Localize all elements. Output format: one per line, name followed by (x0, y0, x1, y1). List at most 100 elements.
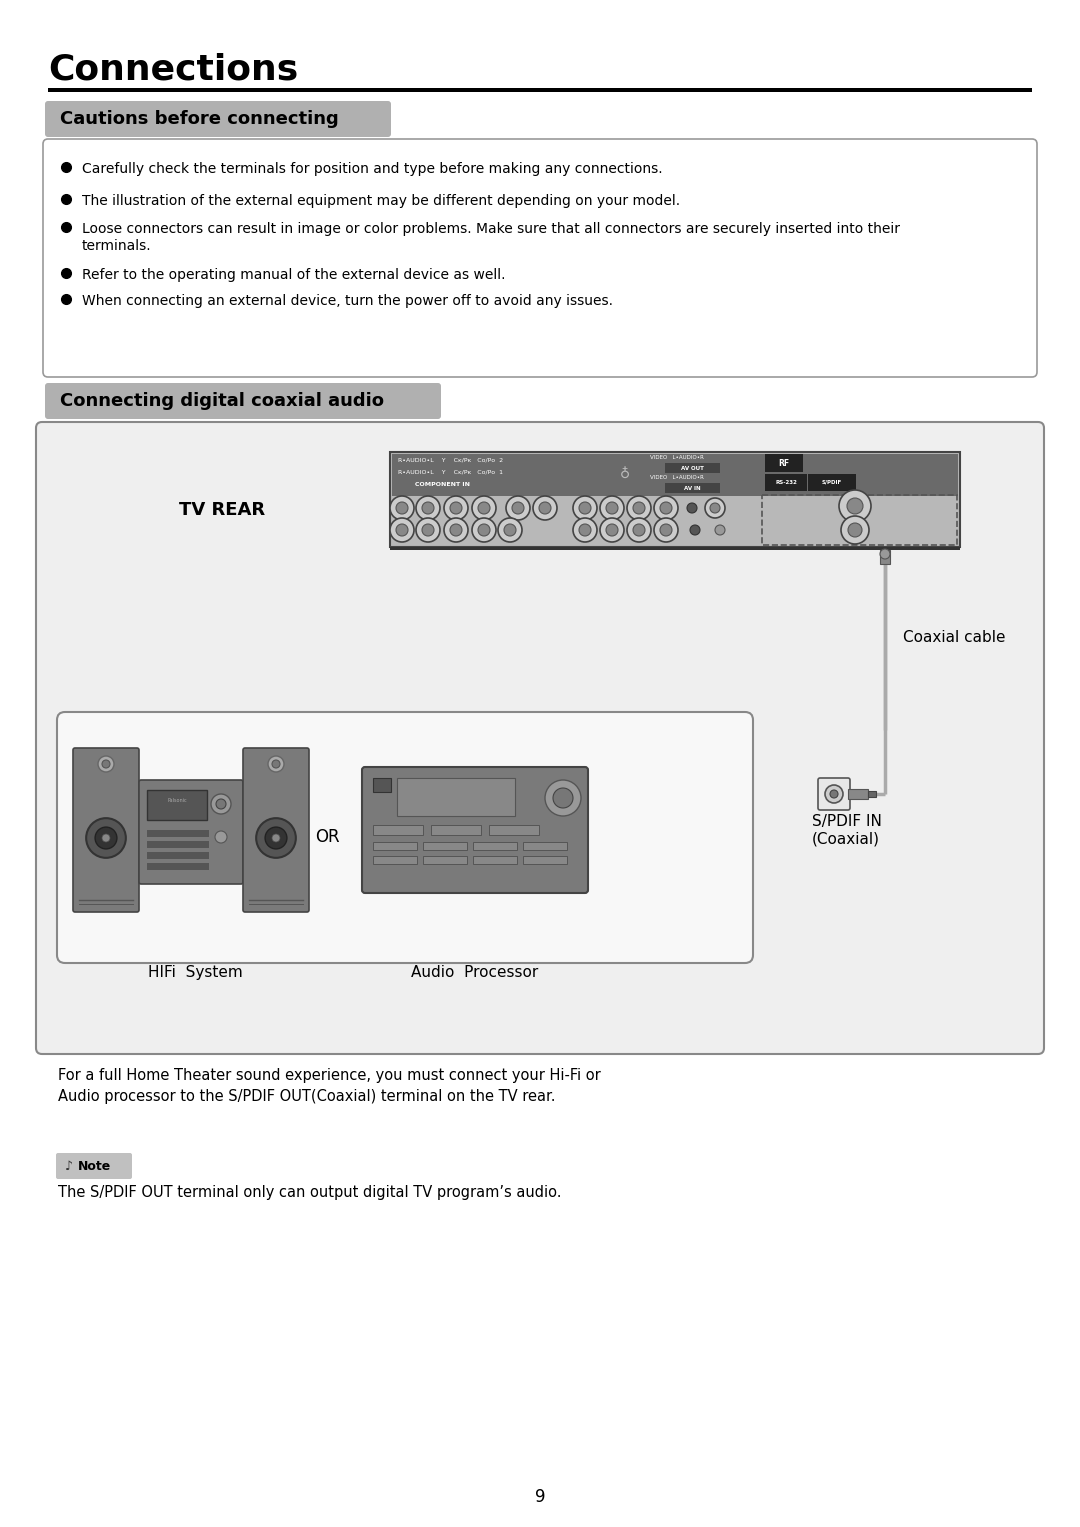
Text: OR: OR (314, 829, 339, 846)
Circle shape (848, 524, 862, 538)
Text: Connections: Connections (48, 52, 298, 86)
Circle shape (880, 550, 890, 559)
Circle shape (422, 502, 434, 515)
Bar (765, 473, 807, 492)
Circle shape (633, 502, 645, 515)
Bar (397, 777, 515, 815)
FancyBboxPatch shape (43, 139, 1037, 377)
Text: ♁: ♁ (620, 467, 630, 481)
Text: The S/PDIF OUT terminal only can output digital TV program’s audio.: The S/PDIF OUT terminal only can output … (58, 1185, 562, 1200)
Text: S/PDIF: S/PDIF (822, 479, 842, 484)
Circle shape (472, 496, 496, 521)
Bar (665, 463, 720, 473)
Bar (147, 852, 210, 860)
Circle shape (272, 834, 280, 841)
Text: RF: RF (779, 458, 789, 467)
FancyBboxPatch shape (818, 777, 850, 809)
Bar (147, 789, 207, 820)
Bar (848, 789, 868, 799)
Bar (489, 825, 539, 835)
Circle shape (579, 524, 591, 536)
Circle shape (606, 524, 618, 536)
Circle shape (216, 799, 226, 809)
Bar (373, 857, 417, 864)
Bar (373, 825, 423, 835)
Text: R•AUDIO•L    Y    Cᴋ/Pᴋ   Cᴏ/Pᴏ  1: R•AUDIO•L Y Cᴋ/Pᴋ Cᴏ/Pᴏ 1 (399, 469, 503, 473)
Circle shape (444, 496, 468, 521)
Circle shape (633, 524, 645, 536)
Text: Connecting digital coaxial audio: Connecting digital coaxial audio (60, 392, 384, 411)
Bar (431, 825, 481, 835)
Circle shape (512, 502, 524, 515)
Circle shape (841, 516, 869, 544)
Circle shape (579, 502, 591, 515)
Text: Audio  Processor: Audio Processor (411, 965, 539, 980)
Text: ♪: ♪ (65, 1159, 73, 1173)
Text: VIDEO   L•AUDIO•R: VIDEO L•AUDIO•R (650, 455, 704, 460)
Text: COMPONENT IN: COMPONENT IN (415, 483, 470, 487)
Circle shape (390, 496, 414, 521)
Text: RS-232: RS-232 (775, 479, 797, 484)
Text: S/PDIF IN
(Coaxial): S/PDIF IN (Coaxial) (812, 814, 882, 846)
Circle shape (472, 518, 496, 542)
Circle shape (444, 518, 468, 542)
Circle shape (478, 524, 490, 536)
FancyBboxPatch shape (36, 421, 1044, 1054)
Text: R•AUDIO•L    Y    Cᴋ/Pᴋ   Cᴏ/Pᴏ  2: R•AUDIO•L Y Cᴋ/Pᴋ Cᴏ/Pᴏ 2 (399, 457, 503, 463)
Text: Palsonic: Palsonic (167, 797, 187, 803)
Text: HIFi  System: HIFi System (148, 965, 242, 980)
Circle shape (265, 828, 287, 849)
Bar (523, 841, 567, 851)
Text: Refer to the operating manual of the external device as well.: Refer to the operating manual of the ext… (82, 269, 505, 282)
Circle shape (507, 496, 530, 521)
Text: AV IN: AV IN (684, 486, 700, 490)
FancyBboxPatch shape (73, 748, 139, 912)
Circle shape (450, 524, 462, 536)
Bar (147, 831, 210, 837)
Bar (762, 495, 957, 545)
Bar (147, 841, 210, 847)
Circle shape (211, 794, 231, 814)
FancyBboxPatch shape (139, 780, 243, 884)
Circle shape (215, 831, 227, 843)
Circle shape (600, 496, 624, 521)
Circle shape (654, 496, 678, 521)
Circle shape (534, 496, 557, 521)
Bar (765, 454, 804, 472)
Bar (665, 483, 720, 493)
Circle shape (573, 518, 597, 542)
Text: TV REAR: TV REAR (179, 501, 265, 519)
Circle shape (268, 756, 284, 773)
FancyBboxPatch shape (56, 1153, 132, 1179)
Circle shape (539, 502, 551, 515)
Bar (390, 547, 960, 550)
Bar (808, 473, 856, 492)
Circle shape (606, 502, 618, 515)
Bar (147, 863, 210, 870)
Circle shape (422, 524, 434, 536)
Bar (868, 791, 876, 797)
Text: VIDEO   L•AUDIO•R: VIDEO L•AUDIO•R (650, 475, 704, 479)
Text: Cautions before connecting: Cautions before connecting (60, 110, 339, 128)
Circle shape (710, 502, 720, 513)
Bar (423, 841, 467, 851)
Circle shape (600, 518, 624, 542)
Bar (473, 857, 517, 864)
Circle shape (545, 780, 581, 815)
Circle shape (272, 760, 280, 768)
Text: When connecting an external device, turn the power off to avoid any issues.: When connecting an external device, turn… (82, 295, 613, 308)
Circle shape (627, 496, 651, 521)
Bar (880, 550, 890, 563)
Circle shape (478, 502, 490, 515)
FancyBboxPatch shape (57, 712, 753, 964)
Circle shape (847, 498, 863, 515)
Circle shape (450, 502, 462, 515)
Circle shape (102, 834, 110, 841)
Circle shape (627, 518, 651, 542)
Circle shape (396, 524, 408, 536)
Circle shape (390, 518, 414, 542)
Circle shape (98, 756, 114, 773)
Circle shape (660, 524, 672, 536)
Bar (48, 89, 1032, 92)
Circle shape (396, 502, 408, 515)
